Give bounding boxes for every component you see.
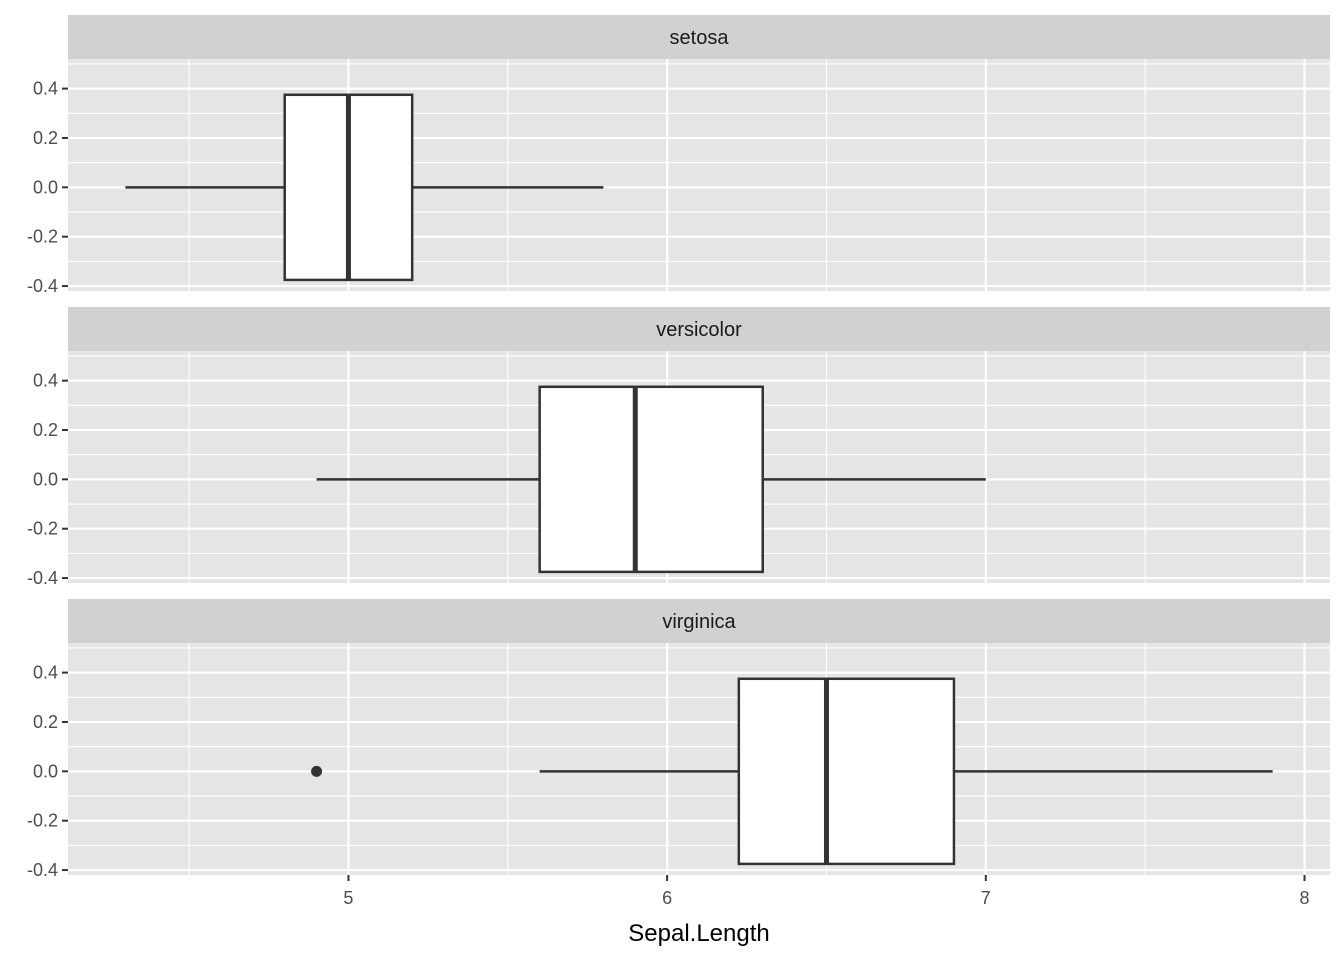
facet-strip-setosa: [68, 15, 1330, 59]
x-tick-label: 7: [981, 888, 991, 908]
facet-strip-label-setosa: setosa: [670, 27, 730, 49]
box-versicolor: [538, 385, 764, 574]
panel-background-virginica: [68, 643, 1330, 875]
x-tick-label: 6: [662, 888, 672, 908]
facet-strip-versicolor: [68, 307, 1330, 351]
y-tick-label: -0.2: [27, 519, 58, 539]
facet-strip-label-versicolor: versicolor: [656, 319, 742, 341]
y-tick-label: -0.4: [27, 860, 58, 880]
x-axis-title: Sepal.Length: [628, 920, 769, 947]
y-tick-label: 0.4: [33, 371, 58, 391]
y-tick-label: 0.0: [33, 469, 58, 489]
y-tick-label: -0.2: [27, 227, 58, 247]
y-tick-label: 0.2: [33, 712, 58, 732]
y-tick-label: -0.4: [27, 276, 58, 296]
facet-strip-virginica: [68, 599, 1330, 643]
outlier-point-virginica: [311, 765, 323, 777]
y-tick-label: 0.4: [33, 663, 58, 683]
y-tick-label: 0.2: [33, 128, 58, 148]
box-virginica: [737, 677, 956, 866]
panel-background-setosa: [68, 59, 1330, 291]
y-tick-label: 0.2: [33, 420, 58, 440]
y-tick-label: -0.4: [27, 568, 58, 588]
x-tick-label: 5: [343, 888, 353, 908]
y-tick-label: 0.0: [33, 761, 58, 781]
y-tick-label: 0.4: [33, 79, 58, 99]
y-tick-label: -0.2: [27, 811, 58, 831]
y-tick-label: 0.0: [33, 177, 58, 197]
x-tick-label: 8: [1299, 888, 1309, 908]
facet-strip-label-virginica: virginica: [662, 611, 736, 633]
